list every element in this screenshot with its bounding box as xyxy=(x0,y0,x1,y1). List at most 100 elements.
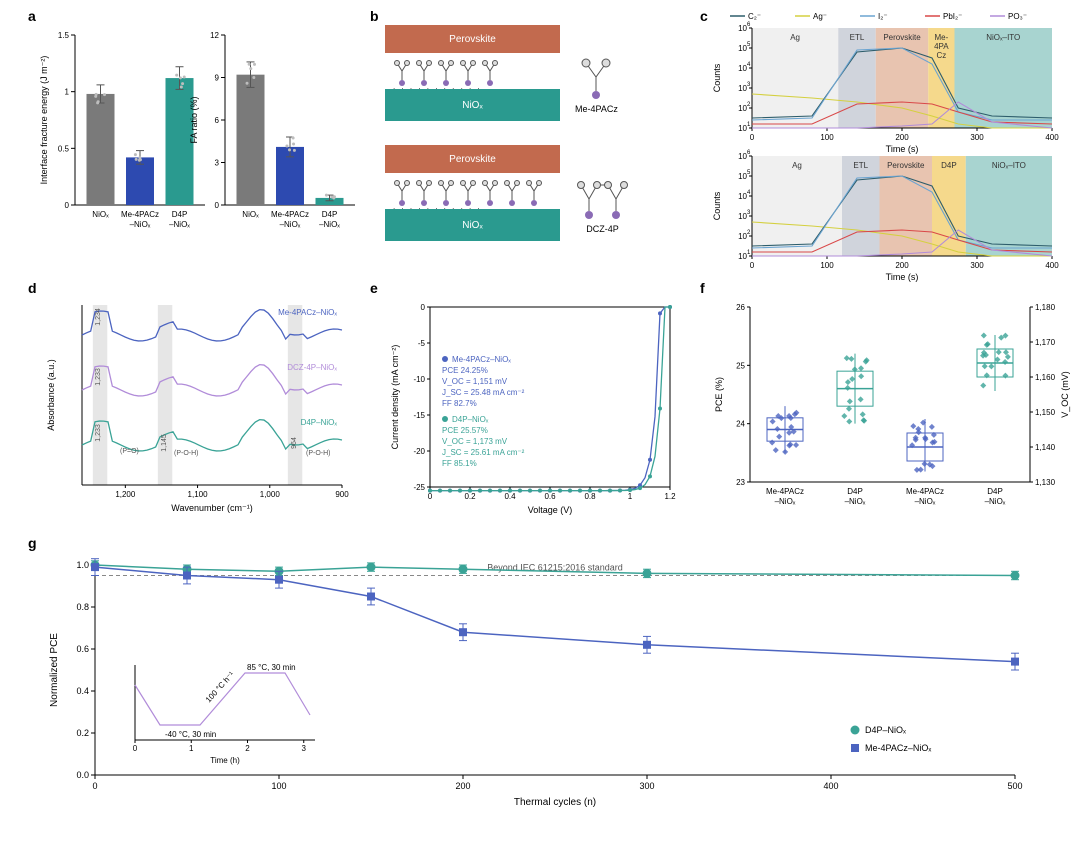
svg-text:9: 9 xyxy=(215,74,220,83)
svg-text:6: 6 xyxy=(747,22,751,28)
panel-g: 01002003004005000.00.20.40.60.81.0Therma… xyxy=(40,555,1055,835)
svg-text:–NiOₓ: –NiOₓ xyxy=(130,220,151,229)
svg-text:–NiOₓ: –NiOₓ xyxy=(985,497,1006,506)
svg-text:4PA: 4PA xyxy=(934,42,949,51)
svg-text:5: 5 xyxy=(747,170,751,176)
svg-text:NiOₓ: NiOₓ xyxy=(92,210,109,219)
svg-text:Me-4PACz: Me-4PACz xyxy=(906,487,944,496)
svg-text:V_OC = 1,151 mV: V_OC = 1,151 mV xyxy=(442,377,508,386)
svg-text:1: 1 xyxy=(65,88,70,97)
svg-text:-10: -10 xyxy=(413,375,425,384)
svg-text:D4P–NiOₓ: D4P–NiOₓ xyxy=(301,418,338,427)
svg-text:0: 0 xyxy=(428,492,433,501)
svg-text:D4P: D4P xyxy=(987,487,1003,496)
niox-layer: NiOₓ xyxy=(385,89,560,121)
svg-text:2: 2 xyxy=(747,230,751,236)
svg-text:100: 100 xyxy=(820,261,834,270)
svg-text:1: 1 xyxy=(628,492,633,501)
svg-text:Me-4PACz: Me-4PACz xyxy=(766,487,804,496)
svg-text:0: 0 xyxy=(421,303,426,312)
svg-text:1,233: 1,233 xyxy=(95,368,102,386)
svg-text:300: 300 xyxy=(639,781,654,791)
svg-text:Me-4PACz: Me-4PACz xyxy=(271,210,309,219)
svg-text:Ag: Ag xyxy=(792,161,802,170)
svg-text:85 °C, 30 min: 85 °C, 30 min xyxy=(247,663,296,672)
svg-text:400: 400 xyxy=(1045,261,1059,270)
svg-text:C₂⁻: C₂⁻ xyxy=(748,12,761,21)
panel-e-label: e xyxy=(370,280,378,296)
svg-text:0: 0 xyxy=(92,781,97,791)
svg-text:FF 85.1%: FF 85.1% xyxy=(442,459,477,468)
svg-text:100: 100 xyxy=(820,133,834,142)
svg-text:6: 6 xyxy=(747,150,751,156)
svg-text:3: 3 xyxy=(747,210,751,216)
svg-text:1,140: 1,140 xyxy=(1035,443,1056,452)
svg-text:1: 1 xyxy=(747,122,751,128)
svg-text:I₂⁻: I₂⁻ xyxy=(878,12,888,21)
svg-text:25: 25 xyxy=(736,361,745,370)
svg-text:J_SC = 25.48 mA cm⁻²: J_SC = 25.48 mA cm⁻² xyxy=(442,388,525,397)
svg-text:0: 0 xyxy=(750,261,755,270)
svg-text:PCE 24.25%: PCE 24.25% xyxy=(442,366,488,375)
svg-text:0: 0 xyxy=(215,201,220,210)
svg-text:100 °C h⁻¹: 100 °C h⁻¹ xyxy=(204,670,236,705)
svg-text:Cz: Cz xyxy=(936,51,946,60)
svg-text:NiOₓ–ITO: NiOₓ–ITO xyxy=(992,161,1026,170)
svg-text:100: 100 xyxy=(271,781,286,791)
svg-text:12: 12 xyxy=(210,31,219,40)
svg-text:Me-: Me- xyxy=(934,33,948,42)
svg-text:1,145: 1,145 xyxy=(161,434,168,452)
svg-text:D4P: D4P xyxy=(322,210,338,219)
svg-text:D4P–NiOₓ: D4P–NiOₓ xyxy=(452,415,489,424)
svg-text:ETL: ETL xyxy=(853,161,868,170)
svg-text:FA ratio (%): FA ratio (%) xyxy=(189,96,199,143)
svg-text:NiOₓ: NiOₓ xyxy=(242,210,259,219)
svg-text:D4P: D4P xyxy=(847,487,863,496)
svg-text:Time (h): Time (h) xyxy=(210,756,240,765)
svg-text:0.4: 0.4 xyxy=(504,492,516,501)
panel-d-label: d xyxy=(28,280,37,296)
svg-text:Current density (mA cm⁻²): Current density (mA cm⁻²) xyxy=(390,345,400,450)
svg-text:Normalized PCE: Normalized PCE xyxy=(49,633,60,707)
svg-text:Thermal cycles (n): Thermal cycles (n) xyxy=(514,797,596,808)
svg-text:6: 6 xyxy=(215,116,220,125)
svg-text:1,200: 1,200 xyxy=(115,490,136,499)
svg-text:(P-O-H): (P-O-H) xyxy=(174,450,199,457)
svg-text:1,100: 1,100 xyxy=(188,490,209,499)
svg-text:1: 1 xyxy=(747,250,751,256)
svg-text:0.4: 0.4 xyxy=(76,686,89,696)
svg-text:0.6: 0.6 xyxy=(544,492,556,501)
svg-text:300: 300 xyxy=(970,133,984,142)
panel-c: C₂⁻Ag⁻I₂⁻PbI₂⁻PO₃⁻AgETLPerovskiteMe-4PAC… xyxy=(710,10,1065,275)
svg-text:24: 24 xyxy=(736,420,745,429)
svg-text:0.8: 0.8 xyxy=(76,602,89,612)
svg-text:26: 26 xyxy=(736,303,745,312)
svg-text:1,180: 1,180 xyxy=(1035,303,1056,312)
svg-text:–NiOₓ: –NiOₓ xyxy=(775,497,796,506)
svg-text:964: 964 xyxy=(291,437,298,449)
svg-text:Ag⁻: Ag⁻ xyxy=(813,12,827,21)
panel-f: 232425261,1301,1401,1501,1601,1701,180PC… xyxy=(710,295,1060,525)
svg-text:Me-4PACz–NiOₓ: Me-4PACz–NiOₓ xyxy=(865,743,931,753)
svg-text:Counts: Counts xyxy=(712,191,722,220)
svg-text:3: 3 xyxy=(302,744,307,753)
svg-text:1,170: 1,170 xyxy=(1035,338,1056,347)
svg-text:3: 3 xyxy=(747,82,751,88)
svg-text:1.2: 1.2 xyxy=(664,492,676,501)
svg-text:-15: -15 xyxy=(413,411,425,420)
svg-text:1.5: 1.5 xyxy=(58,31,70,40)
svg-text:1,130: 1,130 xyxy=(1035,478,1056,487)
svg-text:–NiOₓ: –NiOₓ xyxy=(169,220,190,229)
svg-text:0: 0 xyxy=(750,133,755,142)
svg-text:0: 0 xyxy=(133,744,138,753)
svg-text:V_OC (mV): V_OC (mV) xyxy=(1060,371,1070,418)
svg-text:V_OC = 1,173 mV: V_OC = 1,173 mV xyxy=(442,437,508,446)
svg-text:1: 1 xyxy=(189,744,194,753)
mol2-label: DCZ-4P xyxy=(575,224,630,234)
svg-text:Ag: Ag xyxy=(790,33,800,42)
svg-text:-25: -25 xyxy=(413,483,425,492)
svg-text:200: 200 xyxy=(895,261,909,270)
svg-text:PCE 25.57%: PCE 25.57% xyxy=(442,426,488,435)
svg-text:0.8: 0.8 xyxy=(584,492,596,501)
svg-text:5: 5 xyxy=(747,42,751,48)
